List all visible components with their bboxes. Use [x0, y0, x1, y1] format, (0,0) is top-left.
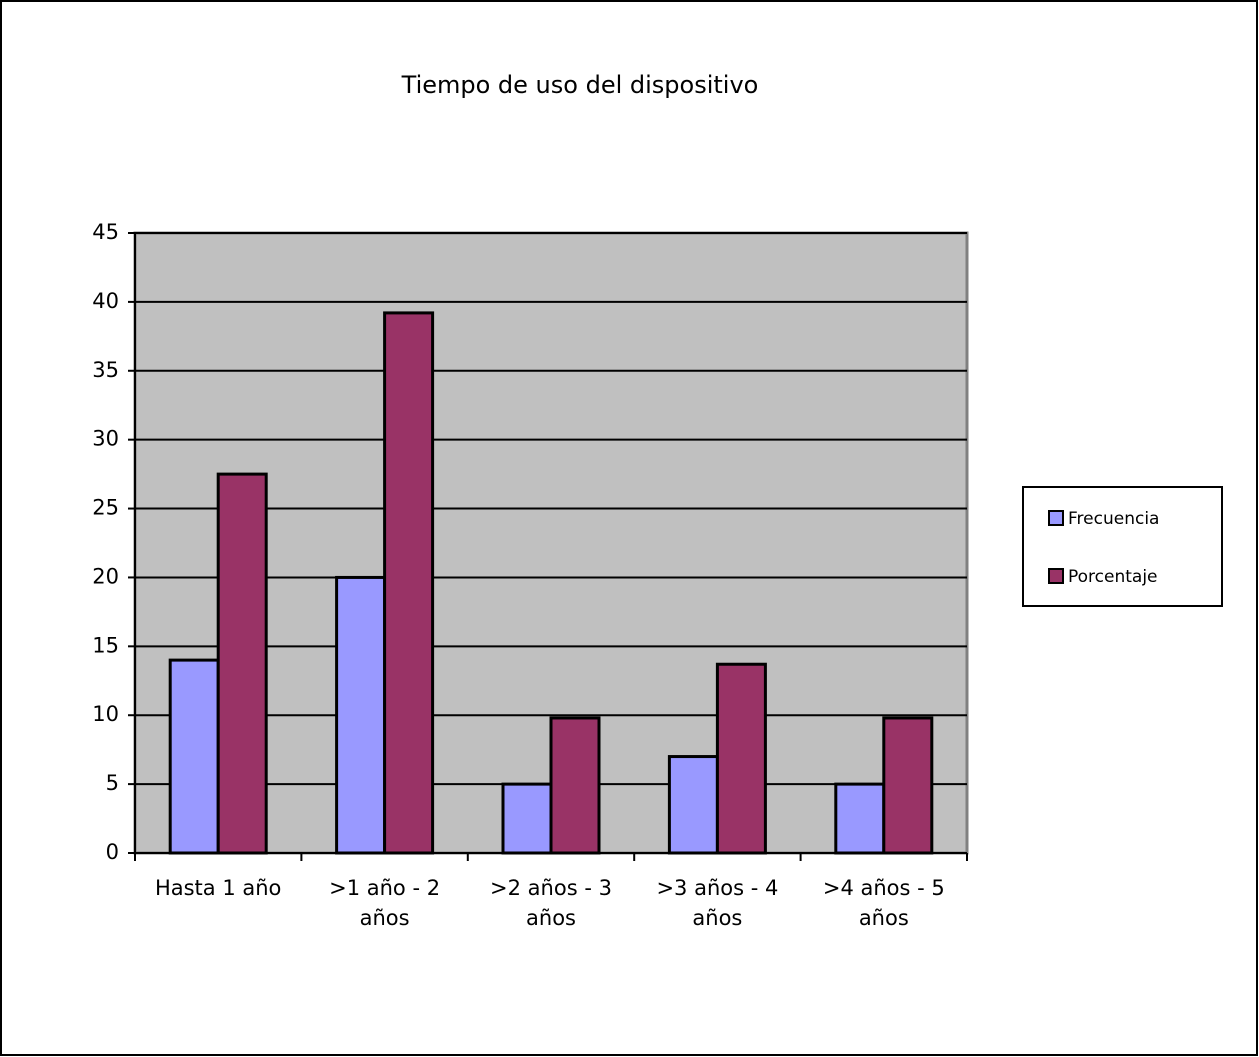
- y-tick-label: 15: [92, 633, 119, 657]
- legend-label: Porcentaje: [1068, 567, 1158, 587]
- x-tick-label: >3 años - 4 años: [656, 876, 779, 930]
- y-tick-label: 0: [106, 840, 119, 864]
- x-tick-label: >2 años - 3 años: [490, 876, 612, 930]
- legend-swatch: [1048, 568, 1064, 584]
- bar: [834, 782, 886, 855]
- bar: [501, 782, 553, 855]
- x-tick-label: Hasta 1 año: [154, 876, 282, 900]
- y-tick-label: 25: [92, 496, 119, 520]
- x-tick-label: >1 año - 2 años: [329, 876, 441, 930]
- y-tick-label: 10: [92, 702, 119, 726]
- bar: [335, 575, 387, 855]
- bar: [715, 662, 767, 855]
- y-tick-label: 45: [92, 220, 119, 244]
- bar: [216, 472, 268, 855]
- chart-title: Tiempo de uso del dispositivo: [401, 71, 759, 99]
- x-tick-label: >4 años - 5 años: [822, 876, 945, 930]
- y-tick-label: 5: [106, 771, 119, 795]
- bar: [383, 311, 435, 855]
- legend-label: Frecuencia: [1068, 509, 1159, 529]
- legend-box: [1022, 486, 1223, 607]
- bar: [882, 716, 934, 855]
- legend-swatch: [1048, 510, 1064, 526]
- bar: [667, 755, 719, 855]
- y-tick-label: 35: [92, 358, 119, 382]
- bar: [549, 716, 601, 855]
- y-tick-label: 30: [92, 427, 119, 451]
- bar: [168, 658, 220, 855]
- y-tick-label: 40: [92, 289, 119, 313]
- y-tick-label: 20: [92, 564, 119, 588]
